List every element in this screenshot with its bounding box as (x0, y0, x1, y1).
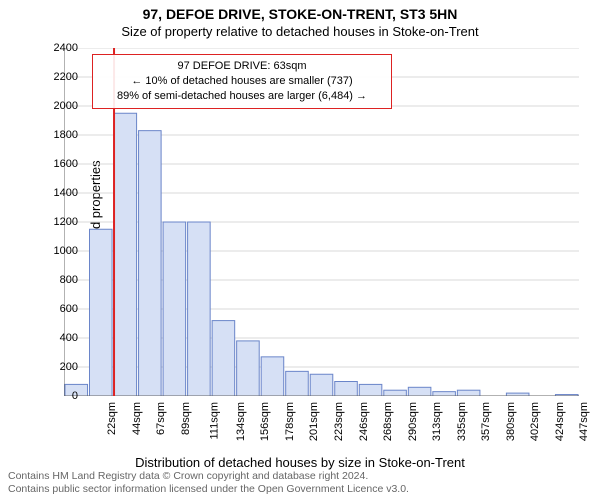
x-tick-label: 201sqm (309, 402, 321, 441)
histogram-bar (359, 384, 382, 396)
y-tick-label: 800 (60, 274, 78, 286)
x-tick-label: 424sqm (554, 402, 566, 441)
histogram-bar (408, 387, 431, 396)
x-axis-label: Distribution of detached houses by size … (135, 455, 465, 470)
x-tick-label: 357sqm (480, 402, 492, 441)
x-tick-label: 22sqm (106, 402, 118, 435)
x-tick-label: 380sqm (505, 402, 517, 441)
histogram-bar (212, 321, 235, 396)
footer-line-1: Contains HM Land Registry data © Crown c… (8, 470, 409, 483)
y-tick-label: 0 (72, 390, 78, 402)
histogram-bar (139, 131, 162, 396)
x-tick-label: 134sqm (235, 402, 247, 441)
x-tick-label: 290sqm (407, 402, 419, 441)
histogram-bar (261, 357, 284, 396)
histogram-bar (286, 371, 309, 396)
y-tick-label: 1200 (54, 216, 78, 228)
histogram-bar (237, 341, 260, 396)
x-tick-label: 246sqm (358, 402, 370, 441)
y-tick-label: 400 (60, 332, 78, 344)
x-tick-label: 447sqm (578, 402, 590, 441)
x-tick-label: 268sqm (382, 402, 394, 441)
chart-title-main: 97, DEFOE DRIVE, STOKE-ON-TRENT, ST3 5HN (0, 0, 600, 22)
y-tick-label: 600 (60, 303, 78, 315)
y-tick-label: 2400 (54, 42, 78, 54)
y-tick-label: 2200 (54, 71, 78, 83)
y-tick-label: 1000 (54, 245, 78, 257)
annotation-line-2: ← 10% of detached houses are smaller (73… (101, 74, 383, 89)
histogram-bar (163, 222, 186, 396)
y-tick-label: 1800 (54, 129, 78, 141)
histogram-bar (457, 390, 480, 396)
y-tick-label: 200 (60, 361, 78, 373)
histogram-bar (335, 382, 358, 397)
footer-note: Contains HM Land Registry data © Crown c… (8, 470, 409, 496)
x-tick-label: 335sqm (456, 402, 468, 441)
histogram-bar (90, 229, 113, 396)
x-tick-label: 111sqm (209, 402, 221, 440)
histogram-bar (433, 392, 456, 396)
histogram-bar (114, 113, 137, 396)
footer-line-2: Contains public sector information licen… (8, 483, 409, 496)
y-tick-label: 2000 (54, 100, 78, 112)
x-tick-label: 89sqm (180, 402, 192, 435)
chart-title-sub: Size of property relative to detached ho… (0, 22, 600, 39)
x-tick-label: 313sqm (431, 402, 443, 441)
y-tick-label: 1400 (54, 187, 78, 199)
y-tick-label: 1600 (54, 158, 78, 170)
x-tick-label: 156sqm (260, 402, 272, 441)
x-tick-label: 402sqm (529, 402, 541, 441)
histogram-bar (310, 374, 333, 396)
histogram-bar (188, 222, 211, 396)
x-tick-label: 178sqm (284, 402, 296, 441)
histogram-bar (384, 390, 407, 396)
annotation-line-3: 89% of semi-detached houses are larger (… (101, 89, 383, 104)
annotation-box: 97 DEFOE DRIVE: 63sqm ← 10% of detached … (92, 54, 392, 109)
annotation-line-1: 97 DEFOE DRIVE: 63sqm (101, 59, 383, 74)
x-tick-label: 67sqm (155, 402, 167, 435)
x-tick-label: 44sqm (131, 402, 143, 435)
x-tick-label: 223sqm (333, 402, 345, 441)
